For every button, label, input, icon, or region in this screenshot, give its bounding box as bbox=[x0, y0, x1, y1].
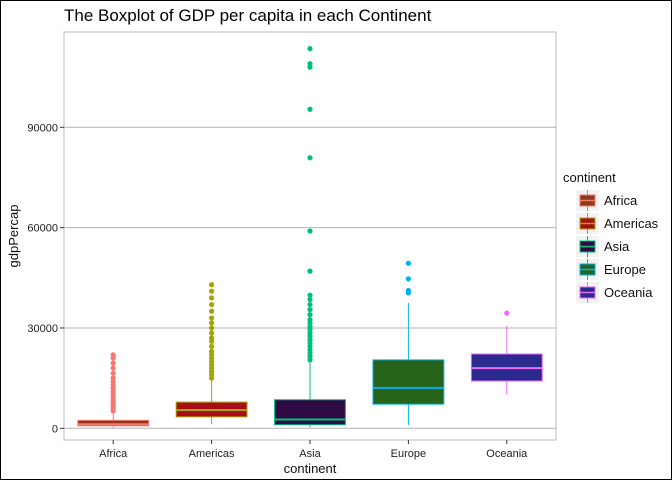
legend-label: Asia bbox=[604, 239, 630, 254]
legend: continent Africa Americas Asia Europe Oceani… bbox=[563, 170, 659, 303]
outlier-point bbox=[110, 370, 116, 376]
outlier-point bbox=[209, 320, 215, 326]
outlier-point bbox=[504, 310, 510, 316]
outlier-point bbox=[405, 276, 411, 282]
outlier-point bbox=[405, 287, 411, 294]
outlier-point bbox=[307, 155, 313, 161]
axis-layer: 0 30000 60000 90000 Africa Americas Asia Europe… bbox=[27, 122, 528, 460]
x-tick-label: Asia bbox=[299, 448, 321, 460]
outlier-point bbox=[307, 296, 313, 303]
box-iqr bbox=[274, 399, 346, 426]
outlier-point bbox=[307, 228, 313, 234]
x-tick-label: Africa bbox=[99, 448, 128, 460]
outlier-point bbox=[307, 317, 313, 323]
outlier-point bbox=[405, 260, 411, 266]
outlier-point bbox=[209, 335, 215, 341]
y-tick-label: 60000 bbox=[27, 223, 58, 235]
outlier-point bbox=[110, 360, 116, 366]
outlier-point bbox=[209, 343, 215, 349]
box-group-europe bbox=[372, 260, 445, 426]
outlier-point bbox=[209, 295, 215, 301]
outlier-point bbox=[307, 311, 313, 318]
outlier-point bbox=[307, 268, 313, 274]
outlier-point bbox=[209, 308, 215, 314]
legend-label: Oceania bbox=[604, 285, 653, 300]
outlier-point bbox=[209, 288, 215, 294]
boxplot-layer bbox=[77, 46, 543, 428]
legend-label: Europe bbox=[604, 262, 646, 277]
legend-item-africa: Africa bbox=[576, 190, 638, 211]
x-tick-label: Europe bbox=[391, 448, 426, 460]
outlier-point bbox=[209, 348, 215, 354]
box-group-africa bbox=[77, 352, 150, 428]
outlier-point bbox=[307, 301, 313, 308]
x-axis-title: continent bbox=[284, 461, 337, 476]
outlier-point bbox=[110, 352, 116, 358]
outlier-point bbox=[307, 46, 313, 52]
outlier-point bbox=[209, 315, 215, 321]
box-group-asia bbox=[274, 46, 346, 428]
outlier-point bbox=[307, 106, 313, 112]
box-iqr bbox=[372, 359, 445, 405]
box-group-oceania bbox=[470, 310, 543, 395]
legend-label: Africa bbox=[604, 193, 638, 208]
outlier-point bbox=[209, 330, 215, 336]
y-tick-label: 90000 bbox=[27, 122, 58, 134]
outlier-point bbox=[110, 375, 116, 381]
legend-item-asia: Asia bbox=[576, 236, 630, 257]
legend-item-oceania: Oceania bbox=[576, 282, 653, 303]
x-tick-label: Americas bbox=[189, 448, 235, 460]
outlier-point bbox=[209, 301, 215, 308]
legend-title: continent bbox=[563, 170, 616, 185]
box-iqr bbox=[77, 419, 150, 427]
y-axis-title: gdpPercap bbox=[6, 205, 21, 268]
outlier-point bbox=[307, 292, 313, 298]
legend-item-europe: Europe bbox=[576, 259, 646, 280]
legend-item-americas: Americas bbox=[576, 213, 659, 234]
x-tick-label: Oceania bbox=[486, 448, 528, 460]
outlier-point bbox=[209, 325, 215, 331]
y-tick-label: 0 bbox=[52, 423, 58, 435]
legend-label: Americas bbox=[604, 216, 659, 231]
outlier-point bbox=[307, 306, 313, 313]
outlier-point bbox=[307, 61, 313, 67]
outlier-point bbox=[209, 282, 215, 288]
box-group-americas bbox=[175, 282, 248, 425]
chart-title: The Boxplot of GDP per capita in each Co… bbox=[64, 6, 432, 25]
outlier-point bbox=[110, 365, 116, 371]
y-tick-label: 30000 bbox=[27, 323, 58, 335]
